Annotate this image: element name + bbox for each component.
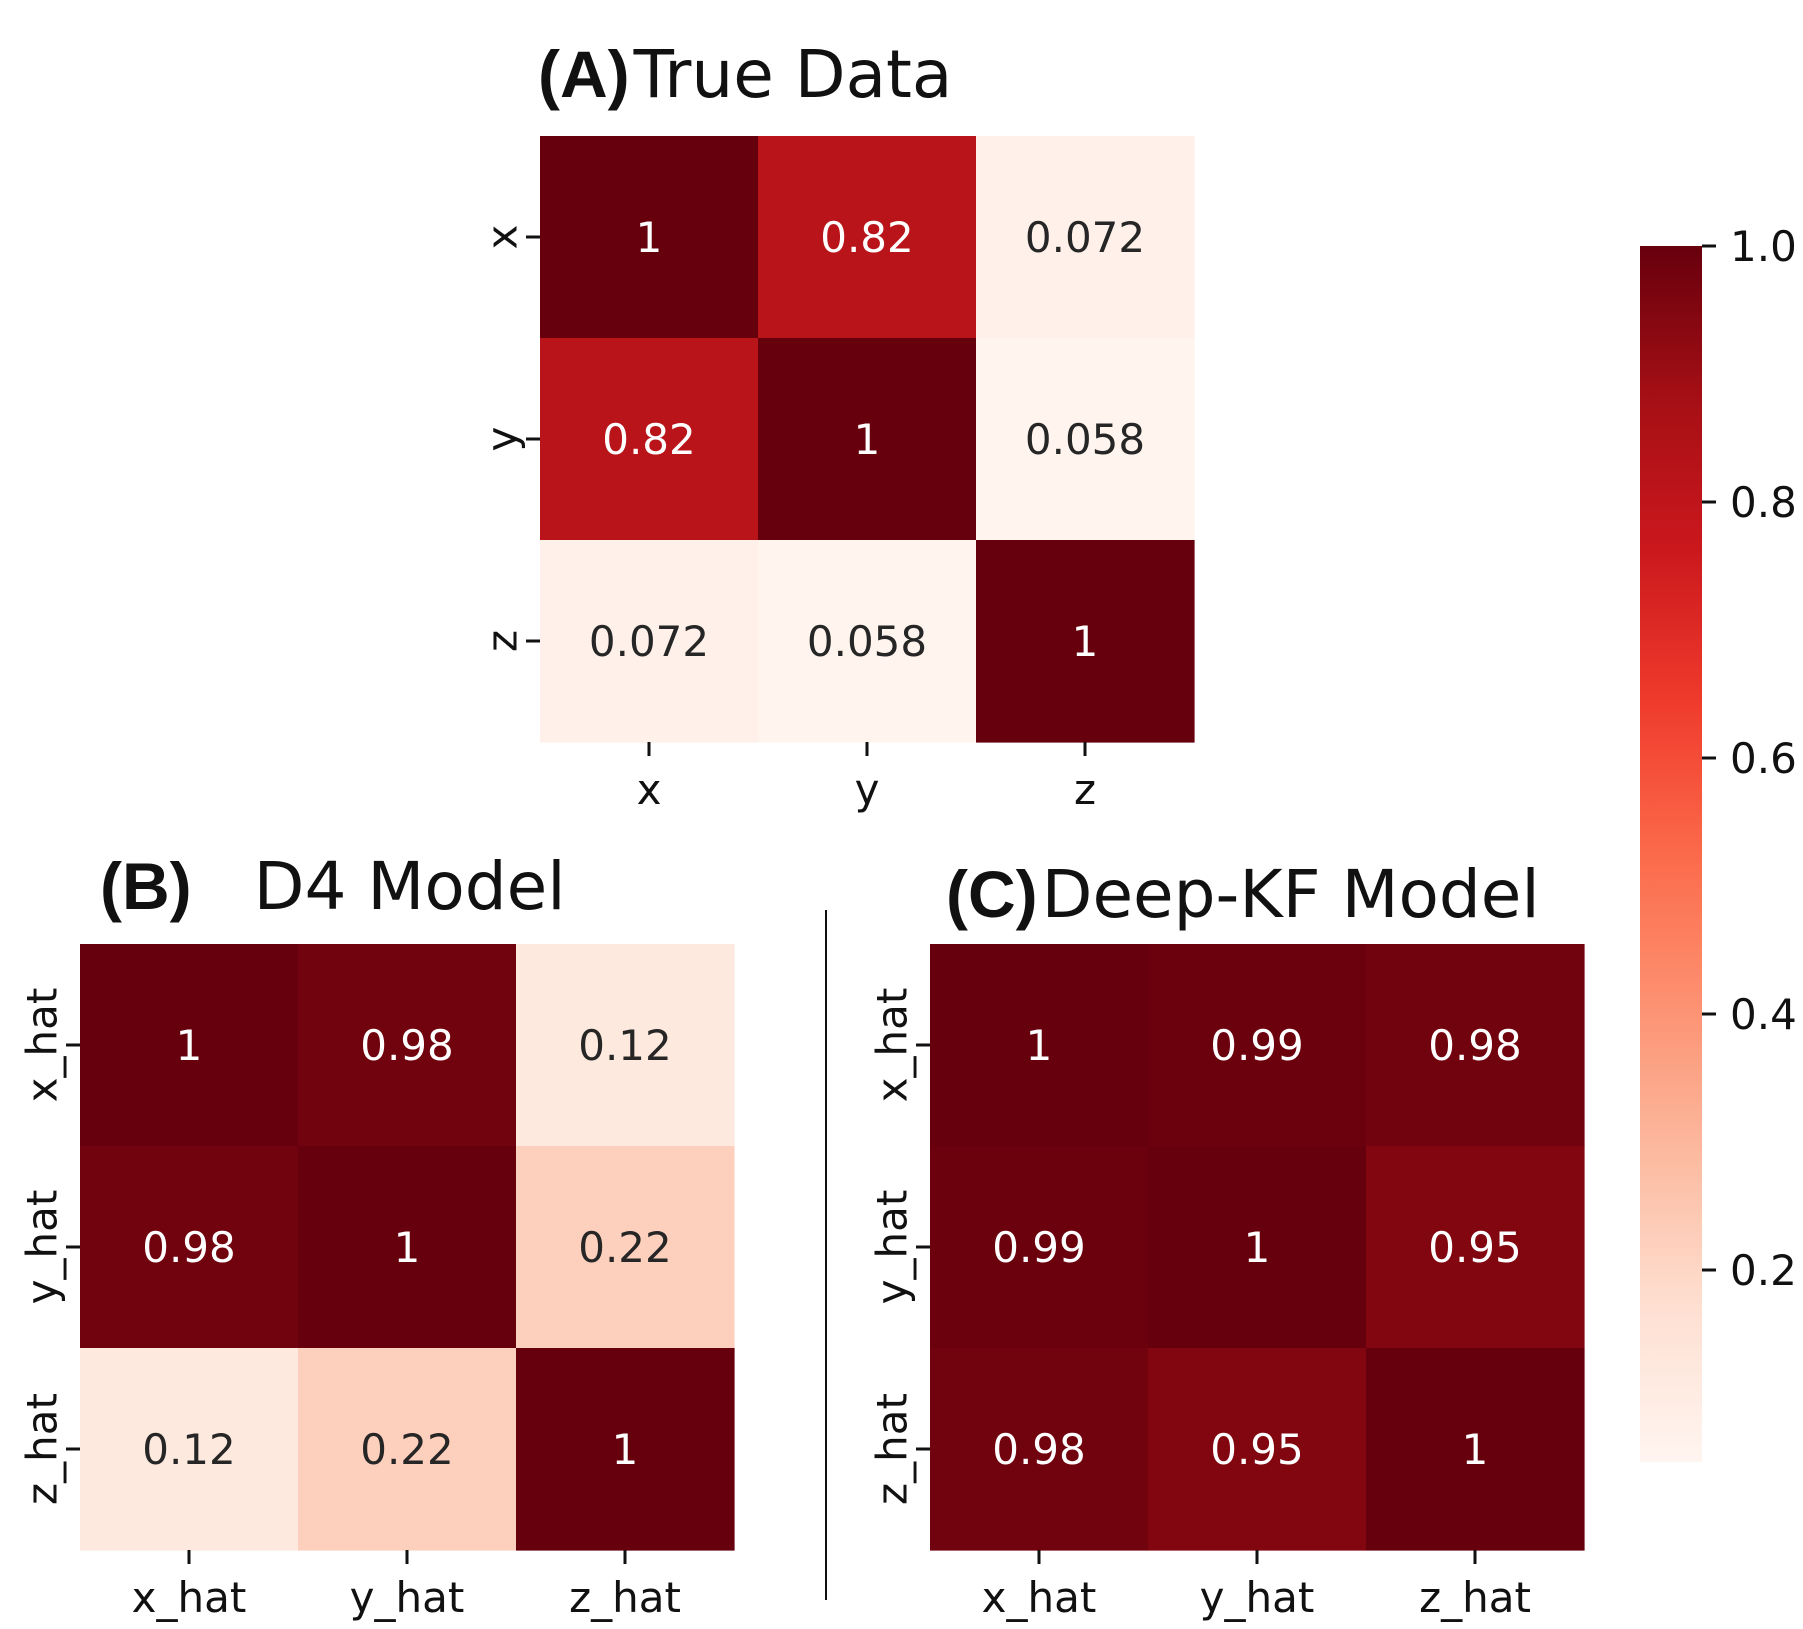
cell-value-label: 0.12 xyxy=(578,1021,672,1070)
colorbar-tick-label: 0.8 xyxy=(1730,478,1797,527)
cell-value-label: 0.99 xyxy=(992,1223,1086,1272)
cell-value-label: 0.98 xyxy=(1428,1021,1522,1070)
panel-a-name: True Data xyxy=(633,36,953,113)
cell-value-label: 0.12 xyxy=(142,1425,236,1474)
heatmap-cell xyxy=(976,540,1195,743)
heatmap-cell xyxy=(298,1348,517,1551)
heatmap-cell xyxy=(540,136,759,339)
heatmap-cell xyxy=(516,944,735,1147)
heatmap-cell xyxy=(80,944,299,1147)
colorbar-gradient xyxy=(1640,246,1702,1462)
heatmap-cell xyxy=(540,540,759,743)
y-tick-label: x xyxy=(478,225,527,250)
y-tick-label: y_hat xyxy=(868,1190,917,1305)
panel-c-title: (C) Deep-KF Model xyxy=(946,856,1540,933)
heatmap-cell xyxy=(758,540,977,743)
cell-value-label: 0.072 xyxy=(589,617,709,666)
heatmap-cell xyxy=(976,338,1195,541)
heatmap-cell xyxy=(1366,1146,1585,1349)
cell-value-label: 0.072 xyxy=(1025,213,1145,262)
heatmap-cell xyxy=(930,1146,1149,1349)
colorbar-tick-label: 0.6 xyxy=(1730,734,1797,783)
heatmap-cell xyxy=(1148,1348,1367,1551)
colorbar: 1.0 0.8 0.6 0.4 0.2 xyxy=(1640,222,1797,1462)
y-tick-label: z xyxy=(478,630,527,652)
cell-value-label: 1 xyxy=(612,1425,639,1474)
heatmap-cell xyxy=(976,136,1195,339)
cell-value-label: 0.98 xyxy=(360,1021,454,1070)
heatmap-deep-kf-model: 1 0.99 0.98 0.99 1 0.95 0.98 0.95 1 x_hat y_hat z_h… xyxy=(868,944,1585,1622)
x-tick-label: z_hat xyxy=(569,1573,681,1622)
cell-value-label: 0.98 xyxy=(992,1425,1086,1474)
heatmap-cell xyxy=(1148,944,1367,1147)
x-tick-label: x_hat xyxy=(132,1573,247,1622)
cell-value-label: 1 xyxy=(394,1223,421,1272)
heatmap-cell xyxy=(758,338,977,541)
cell-value-label: 1 xyxy=(854,415,881,464)
x-tick-label: x xyxy=(637,765,662,814)
colorbar-tick-label: 0.4 xyxy=(1730,990,1797,1039)
panel-b-name: D4 Model xyxy=(253,848,566,925)
panel-b-label: (B) xyxy=(100,849,192,923)
panel-a-title: (A) True Data xyxy=(538,36,952,113)
y-tick-label: y_hat xyxy=(18,1190,67,1305)
x-tick-label: y xyxy=(855,765,880,814)
heatmap-cell xyxy=(80,1348,299,1551)
heatmap-cell xyxy=(930,944,1149,1147)
cell-value-label: 0.058 xyxy=(1025,415,1145,464)
y-tick-label: y xyxy=(478,427,527,452)
x-tick-label: x_hat xyxy=(982,1573,1097,1622)
heatmap-cell xyxy=(1366,944,1585,1147)
heatmap-cell xyxy=(930,1348,1149,1551)
x-tick-label: y_hat xyxy=(350,1573,465,1622)
panel-a-label: (A) xyxy=(538,37,630,111)
heatmap-true-data: 1 0.82 0.072 0.82 1 0.058 0.072 0.058 1 x y z x y z xyxy=(478,136,1195,814)
y-tick-label: z_hat xyxy=(868,1393,917,1505)
cell-value-label: 1 xyxy=(1026,1021,1053,1070)
heatmap-cell xyxy=(758,136,977,339)
heatmap-cell xyxy=(298,1146,517,1349)
panel-c-name: Deep-KF Model xyxy=(1041,856,1540,933)
cell-value-label: 0.95 xyxy=(1428,1223,1522,1272)
cell-value-label: 0.82 xyxy=(602,415,696,464)
cell-value-label: 1 xyxy=(1462,1425,1489,1474)
colorbar-tick-label: 1.0 xyxy=(1730,222,1797,271)
cell-value-label: 0.22 xyxy=(360,1425,454,1474)
heatmap-cell xyxy=(540,338,759,541)
panel-c-label: (C) xyxy=(946,857,1038,931)
cell-value-label: 0.95 xyxy=(1210,1425,1304,1474)
cell-value-label: 0.22 xyxy=(578,1223,672,1272)
cell-value-label: 1 xyxy=(636,213,663,262)
y-tick-label: x_hat xyxy=(18,988,67,1103)
y-tick-label: z_hat xyxy=(18,1393,67,1505)
cell-value-label: 1 xyxy=(1072,617,1099,666)
x-tick-label: y_hat xyxy=(1200,1573,1315,1622)
y-tick-label: x_hat xyxy=(868,988,917,1103)
cell-value-label: 0.99 xyxy=(1210,1021,1304,1070)
heatmap-cell xyxy=(516,1146,735,1349)
colorbar-tick-label: 0.2 xyxy=(1730,1246,1797,1295)
x-tick-label: z_hat xyxy=(1419,1573,1531,1622)
cell-value-label: 0.98 xyxy=(142,1223,236,1272)
heatmap-cell xyxy=(298,944,517,1147)
cell-value-label: 0.82 xyxy=(820,213,914,262)
cell-value-label: 1 xyxy=(1244,1223,1271,1272)
panel-b-title: (B) D4 Model xyxy=(100,848,566,925)
heatmap-cell xyxy=(516,1348,735,1551)
x-tick-label: z xyxy=(1074,765,1096,814)
cell-value-label: 0.058 xyxy=(807,617,927,666)
heatmap-cell xyxy=(80,1146,299,1349)
heatmap-cell xyxy=(1366,1348,1585,1551)
cell-value-label: 1 xyxy=(176,1021,203,1070)
heatmap-cell xyxy=(1148,1146,1367,1349)
heatmap-d4-model: 1 0.98 0.12 0.98 1 0.22 0.12 0.22 1 x_hat y_hat z_h… xyxy=(18,944,735,1622)
